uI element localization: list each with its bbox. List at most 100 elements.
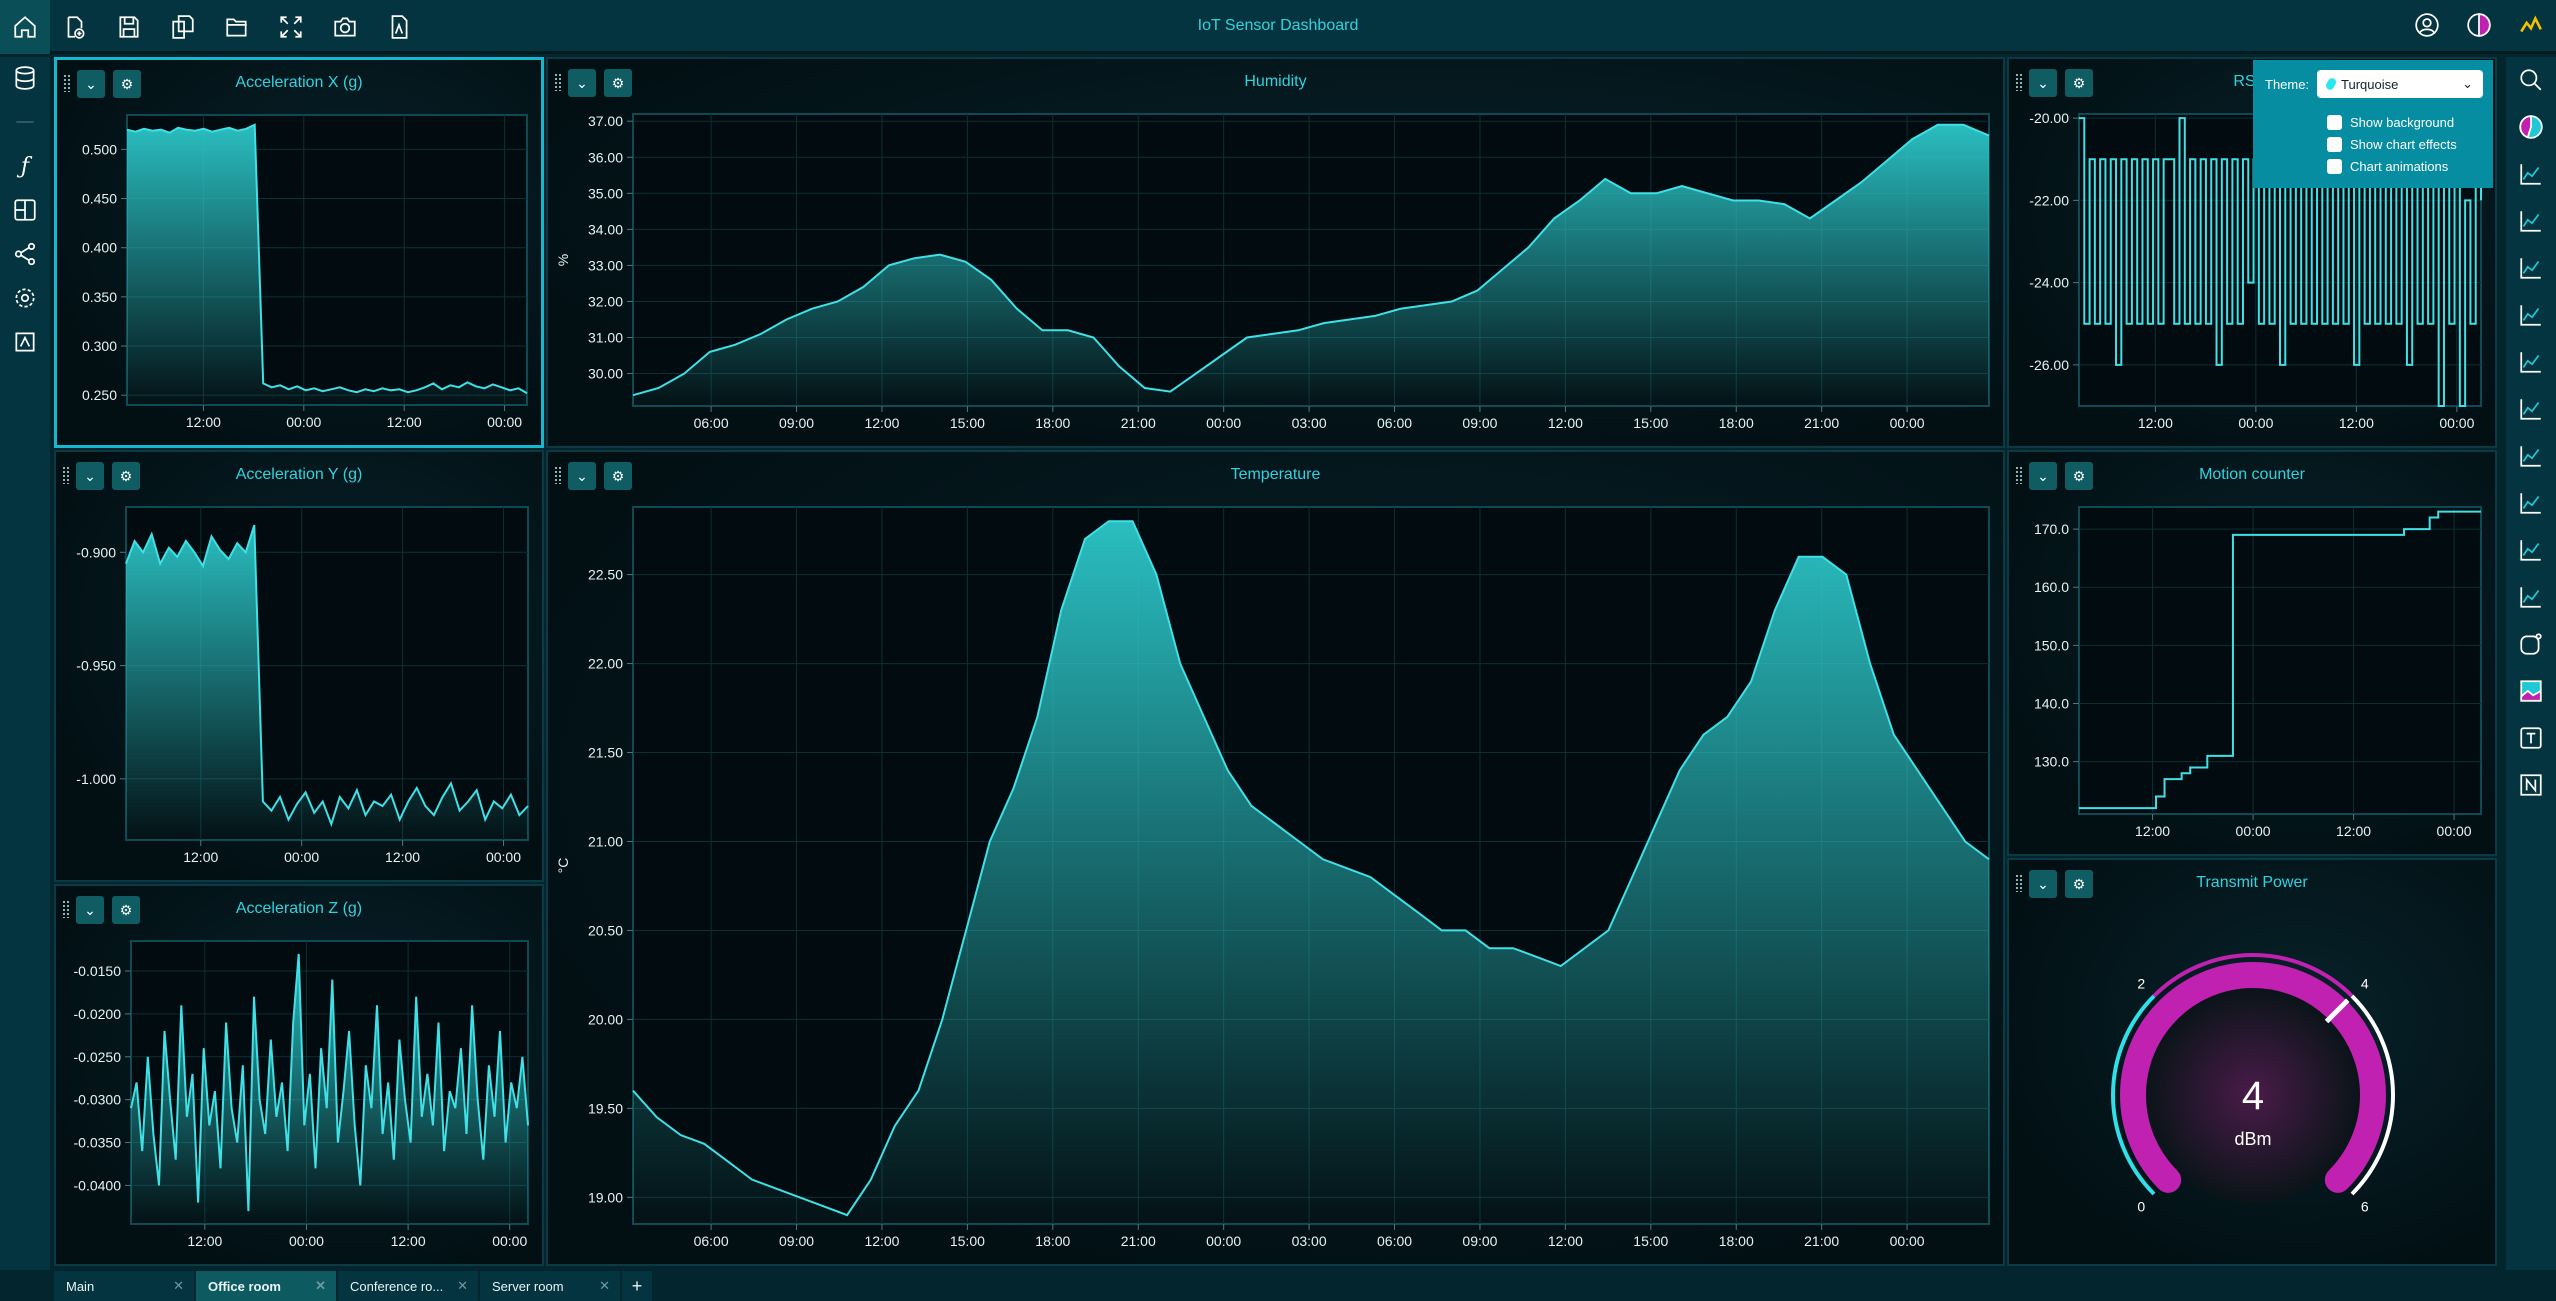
open-folder-button[interactable] — [222, 12, 252, 42]
save-button[interactable] — [114, 12, 144, 42]
collapse-button[interactable]: ⌄ — [2029, 462, 2057, 490]
area-chart-button[interactable] — [2514, 486, 2548, 520]
drag-handle[interactable] — [63, 74, 71, 92]
series-line — [125, 524, 529, 828]
x-tick-label: 18:00 — [1035, 1233, 1070, 1249]
y-tick-label: 37.00 — [588, 113, 623, 129]
y-tick-label: 130.0 — [2034, 754, 2069, 770]
panel-settings-button[interactable]: ⚙ — [113, 70, 141, 98]
close-icon[interactable]: ✕ — [315, 1278, 326, 1293]
drag-handle[interactable] — [62, 466, 70, 484]
drag-handle[interactable] — [2015, 466, 2023, 484]
panel-settings-button[interactable]: ⚙ — [2065, 69, 2093, 97]
panel-settings-button[interactable]: ⚙ — [2065, 870, 2093, 898]
y-tick-label: 20.00 — [588, 1011, 623, 1027]
export-pdf-button[interactable] — [384, 12, 414, 42]
gauge-value: 4 — [2242, 1074, 2264, 1118]
motion-chart: 170.0 160.0 150.0 140.0 130.0 12:00 00:00 12:00… — [2034, 506, 2482, 839]
checkbox[interactable] — [2327, 115, 2342, 130]
tab-office-room[interactable]: Office room ✕ — [196, 1271, 336, 1301]
y-tick-label: 160.0 — [2034, 579, 2069, 595]
y-tick-label: -0.0300 — [74, 1092, 122, 1108]
heatmap-chart-button[interactable] — [2514, 533, 2548, 567]
accy-chart: -0.900 -0.950 -1.000 12:00 00:00 12:00 00:00 — [76, 506, 529, 865]
tab-server-room[interactable]: Server room ✕ — [480, 1271, 620, 1301]
show-chart-effects-option[interactable]: Show chart effects — [2327, 137, 2481, 152]
scatter-chart-button[interactable] — [2514, 345, 2548, 379]
data-sources-button[interactable] — [10, 63, 40, 93]
line-chart-button[interactable] — [2514, 157, 2548, 191]
x-tick-label: 06:00 — [1377, 415, 1412, 431]
checkbox[interactable] — [2327, 137, 2342, 152]
box-chart-button[interactable] — [2514, 392, 2548, 426]
panel-settings-button[interactable]: ⚙ — [112, 462, 140, 490]
y-tick-label: -1.000 — [76, 771, 116, 787]
ai-assistant-button[interactable] — [10, 327, 40, 357]
settings-button[interactable] — [10, 283, 40, 313]
x-tick-label: 15:00 — [950, 415, 985, 431]
screenshot-button[interactable] — [330, 12, 360, 42]
collapse-button[interactable]: ⌄ — [2029, 69, 2057, 97]
x-tick-label: 00:00 — [2238, 415, 2273, 431]
collapse-button[interactable]: ⌄ — [76, 462, 104, 490]
theme-select[interactable]: Turquoise ⌄ — [2317, 70, 2483, 98]
text-button[interactable] — [2514, 721, 2548, 755]
x-tick-label: 00:00 — [2437, 823, 2472, 839]
share-button[interactable] — [10, 239, 40, 269]
left-sidebar: ƒ — [0, 57, 50, 1270]
shape-button[interactable] — [2514, 627, 2548, 661]
x-tick-label: 00:00 — [289, 1233, 324, 1249]
chart-animations-option[interactable]: Chart animations — [2327, 159, 2481, 174]
note-button[interactable] — [2514, 768, 2548, 802]
tab-main[interactable]: Main ✕ — [54, 1271, 194, 1301]
drag-handle[interactable] — [2015, 73, 2023, 91]
series-area — [131, 953, 528, 1224]
add-tab-button[interactable]: + — [622, 1271, 652, 1301]
y-tick-label: 19.50 — [588, 1100, 623, 1116]
y-tick-label: 33.00 — [588, 257, 623, 273]
bar-chart-button[interactable] — [2514, 251, 2548, 285]
theme-button[interactable] — [2464, 10, 2494, 40]
drag-handle[interactable] — [62, 900, 70, 918]
panel-settings-button[interactable]: ⚙ — [112, 896, 140, 924]
tab-conference-room[interactable]: Conference ro... ✕ — [338, 1271, 478, 1301]
new-file-button[interactable] — [60, 12, 90, 42]
home-button[interactable] — [0, 0, 50, 54]
polar-chart-button[interactable] — [2514, 298, 2548, 332]
panel-settings-button[interactable]: ⚙ — [2065, 462, 2093, 490]
drag-handle[interactable] — [2015, 874, 2023, 892]
y-tick-label: -26.00 — [2029, 357, 2069, 373]
collapse-button[interactable]: ⌄ — [76, 896, 104, 924]
image-icon — [2520, 680, 2542, 702]
candlestick-chart-button[interactable] — [2514, 580, 2548, 614]
y-tick-label: -0.0150 — [74, 963, 122, 979]
app-title: IoT Sensor Dashboard — [1197, 17, 1359, 34]
show-background-option[interactable]: Show background — [2327, 115, 2481, 130]
panel-settings-button[interactable]: ⚙ — [604, 69, 632, 97]
drag-handle[interactable] — [554, 466, 562, 484]
collapse-button[interactable]: ⌄ — [568, 462, 596, 490]
collapse-button[interactable]: ⌄ — [568, 69, 596, 97]
mountain-chart-button[interactable] — [2514, 439, 2548, 473]
tab-bar: Main ✕ Office room ✕ Conference ro... ✕ Ser… — [54, 1271, 654, 1301]
x-tick-label: 12:00 — [387, 414, 422, 430]
pie-chart-icon — [2519, 115, 2543, 139]
save-all-button[interactable] — [168, 12, 198, 42]
collapse-button[interactable]: ⌄ — [2029, 870, 2057, 898]
search-button[interactable] — [2514, 63, 2548, 97]
heatmap-chart-icon — [2520, 540, 2541, 561]
close-icon[interactable]: ✕ — [457, 1278, 468, 1293]
drag-handle[interactable] — [554, 73, 562, 91]
close-icon[interactable]: ✕ — [599, 1278, 610, 1293]
checkbox[interactable] — [2327, 159, 2342, 174]
close-icon[interactable]: ✕ — [173, 1278, 184, 1293]
fullscreen-button[interactable] — [276, 12, 306, 42]
image-button[interactable] — [2514, 674, 2548, 708]
user-button[interactable] — [2412, 10, 2442, 40]
3d-surface-button[interactable] — [2514, 204, 2548, 238]
function-button[interactable]: ƒ — [20, 153, 30, 179]
panel-settings-button[interactable]: ⚙ — [604, 462, 632, 490]
pie-chart-button[interactable] — [2514, 110, 2548, 144]
collapse-button[interactable]: ⌄ — [77, 70, 105, 98]
layout-button[interactable] — [10, 195, 40, 225]
